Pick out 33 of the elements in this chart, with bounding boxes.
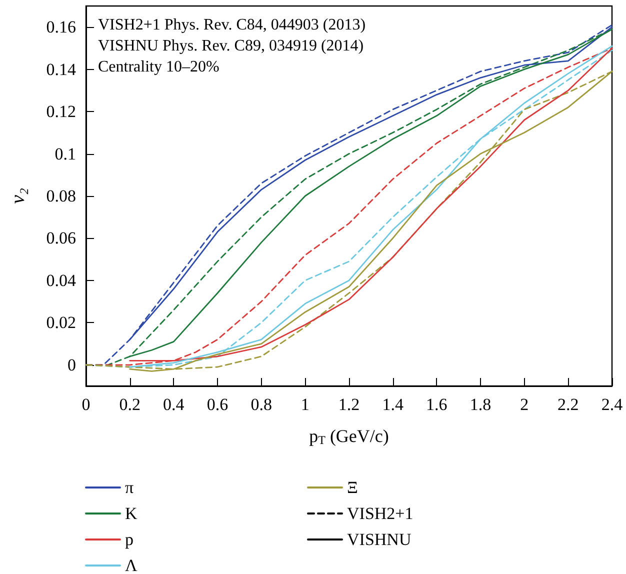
x-tick-label: 1.4	[382, 395, 404, 414]
y-tick-label: 0.16	[46, 18, 76, 37]
y-tick-label: 0	[68, 355, 76, 374]
y-tick-label: 0.02	[46, 313, 76, 332]
annotation: VISH2+1 Phys. Rev. C84, 044903 (2013)	[98, 16, 366, 34]
y-tick-label: 0.12	[46, 102, 76, 122]
y-tick-label: 0.08	[46, 186, 76, 206]
legend-label: Λ	[125, 556, 138, 574]
y-tick-label: 0.04	[46, 270, 76, 290]
x-tick-label: 1.2	[338, 395, 360, 414]
x-tick-label: 1	[300, 395, 310, 414]
y-tick-label: 0.06	[46, 228, 76, 248]
x-tick-label: 0.4	[163, 395, 185, 414]
legend-label: VISHNU	[347, 530, 412, 549]
x-tick-label: 0.6	[206, 395, 228, 414]
y-axis-title: ν₂	[7, 188, 29, 204]
annotation: Centrality 10–20%	[98, 58, 220, 76]
legend-label: VISH2+1	[347, 504, 414, 523]
x-tick-label: 0.8	[250, 395, 272, 414]
y-tick-label: 0.14	[46, 60, 76, 79]
legend-label: Ξ	[347, 478, 358, 497]
legend-label: p	[125, 530, 134, 549]
x-tick-label: 2.2	[558, 395, 579, 414]
x-tick-label: 2	[520, 395, 529, 414]
x-tick-label: 2.4	[601, 395, 624, 414]
x-tick-label: 0.2	[119, 395, 140, 414]
y-tick-label: 0.1	[54, 144, 76, 164]
x-tick-label: 1.6	[426, 395, 448, 414]
x-tick-label: 1.8	[470, 395, 492, 414]
annotation: VISHNU Phys. Rev. C89, 034919 (2014)	[98, 38, 364, 54]
x-tick-label: 0	[82, 395, 90, 414]
legend-label: K	[125, 504, 138, 523]
legend-label: π	[125, 478, 134, 497]
